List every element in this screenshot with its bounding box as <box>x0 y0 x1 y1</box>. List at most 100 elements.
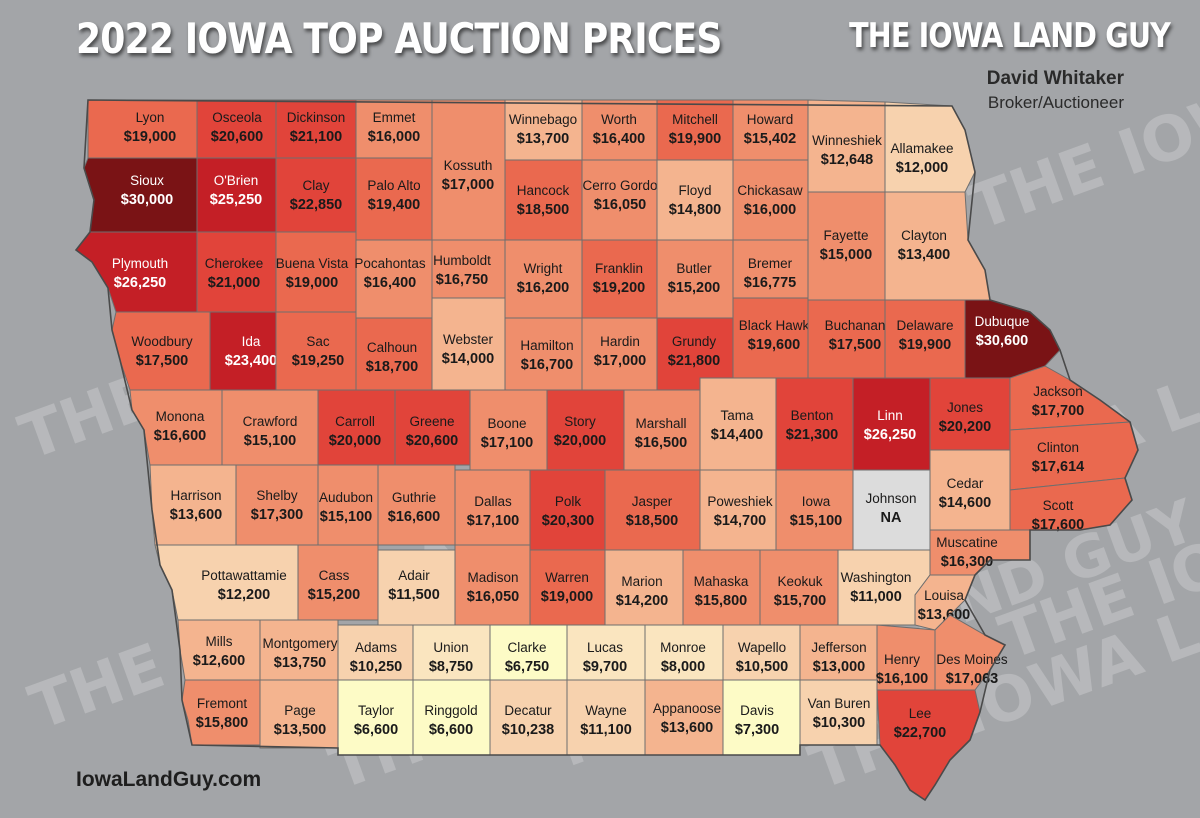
county-lee[interactable]: Lee $22,700 <box>876 689 981 801</box>
county-dubuque[interactable]: Dubuque $30,600 <box>964 299 1061 379</box>
county-bremer[interactable]: Bremer $16,775 <box>732 239 809 299</box>
county-iowa[interactable]: Iowa $15,100 <box>775 469 854 551</box>
county-floyd[interactable]: Floyd $14,800 <box>656 159 734 241</box>
county-pocahontas[interactable]: Pocahontas $16,400 <box>354 239 433 319</box>
county-winneshiek[interactable]: Winneshiek $12,648 <box>807 99 886 193</box>
county-boone[interactable]: Boone $17,100 <box>469 389 548 471</box>
county-cedar[interactable]: Cedar $14,600 <box>929 449 1011 531</box>
county-mitchell[interactable]: Mitchell $19,900 <box>656 99 734 161</box>
county-jones[interactable]: Jones $20,200 <box>929 377 1011 451</box>
county-clay[interactable]: Clay $22,850 <box>275 157 357 233</box>
county-greene[interactable]: Greene $20,600 <box>394 389 471 466</box>
county-osceola[interactable]: Osceola $20,600 <box>196 99 277 159</box>
county-poweshiek[interactable]: Poweshiek $14,700 <box>699 469 777 551</box>
county-taylor[interactable]: Taylor $6,600 <box>337 679 414 756</box>
county-warren[interactable]: Warren $19,000 <box>529 549 606 626</box>
county-polk[interactable]: Polk $20,300 <box>529 469 606 551</box>
county-dickinson[interactable]: Dickinson $21,100 <box>275 99 357 159</box>
county-adair[interactable]: Adair $11,500 <box>377 549 456 626</box>
county-adams[interactable]: Adams $10,250 <box>337 624 414 681</box>
county-kossuth[interactable]: Kossuth $17,000 <box>431 99 506 241</box>
county-webster[interactable]: Webster $14,000 <box>431 297 506 391</box>
county-grundy[interactable]: Grundy $21,800 <box>656 317 734 391</box>
county-guthrie[interactable]: Guthrie $16,600 <box>377 464 456 546</box>
county-cass[interactable]: Cass $15,200 <box>297 544 379 621</box>
county-clinton[interactable]: Clinton $17,614 <box>1009 421 1139 491</box>
county-delaware[interactable]: Delaware $19,900 <box>884 299 966 379</box>
county-hancock[interactable]: Hancock $18,500 <box>504 159 583 241</box>
county-pottawattamie[interactable]: Pottawattamie $12,200 <box>154 544 299 621</box>
county-tama[interactable]: Tama $14,400 <box>699 377 777 471</box>
county-franklin[interactable]: Franklin $19,200 <box>581 239 658 319</box>
county-crawford[interactable]: Crawford $15,100 <box>221 389 319 466</box>
county-appanoose[interactable]: Appanoose $13,600 <box>644 679 724 756</box>
county-monroe[interactable]: Monroe $8,000 <box>644 624 724 681</box>
county-allamakee[interactable]: Allamakee $12,000 <box>884 101 976 193</box>
county-cherokee[interactable]: Cherokee $21,000 <box>196 231 277 313</box>
county-emmet[interactable]: Emmet $16,000 <box>355 99 433 159</box>
county-audubon[interactable]: Audubon $15,100 <box>317 464 379 546</box>
county-humboldt[interactable]: Humboldt $16,750 <box>431 239 506 299</box>
county-ida[interactable]: Ida $23,400 <box>209 311 277 391</box>
county-story[interactable]: Story $20,000 <box>546 389 625 471</box>
county-carroll[interactable]: Carroll $20,000 <box>317 389 396 466</box>
county-jasper[interactable]: Jasper $18,500 <box>604 469 701 551</box>
county-hardin[interactable]: Hardin $17,000 <box>581 317 658 391</box>
county-woodbury[interactable]: Woodbury $17,500 <box>111 311 211 391</box>
county-benton[interactable]: Benton $21,300 <box>775 377 854 471</box>
county-decatur[interactable]: Decatur $10,238 <box>489 679 568 756</box>
county-cerro-gordo[interactable]: Cerro Gordo $16,050 <box>581 159 658 241</box>
county-wapello[interactable]: Wapello $10,500 <box>722 624 801 681</box>
county-van-buren[interactable]: Van Buren $10,300 <box>799 679 878 746</box>
county-buchanan[interactable]: Buchanan $17,500 <box>807 299 886 379</box>
county-palo-alto[interactable]: Palo Alto $19,400 <box>355 157 433 241</box>
county-marion[interactable]: Marion $14,200 <box>604 549 684 626</box>
county-keokuk[interactable]: Keokuk $15,700 <box>759 549 839 626</box>
county-marshall[interactable]: Marshall $16,500 <box>623 389 701 471</box>
county-name-label: Montgomery <box>262 636 337 651</box>
county-wayne[interactable]: Wayne $11,100 <box>566 679 646 756</box>
county-winnebago[interactable]: Winnebago $13,700 <box>504 99 583 161</box>
county-buena-vista[interactable]: Buena Vista $19,000 <box>275 231 357 313</box>
county-fremont[interactable]: Fremont $15,800 <box>181 679 261 746</box>
county-jefferson[interactable]: Jefferson $13,000 <box>799 624 878 681</box>
county-jackson[interactable]: Jackson $17,700 <box>1009 365 1132 431</box>
county-madison[interactable]: Madison $16,050 <box>454 544 531 626</box>
county-o-brien[interactable]: O'Brien $25,250 <box>196 157 277 233</box>
county-washington[interactable]: Washington $11,000 <box>837 549 931 626</box>
county-ringgold[interactable]: Ringgold $6,600 <box>412 679 491 756</box>
county-monona[interactable]: Monona $16,600 <box>129 389 223 466</box>
county-davis[interactable]: Davis $7,300 <box>722 679 801 756</box>
county-sac[interactable]: Sac $19,250 <box>275 311 357 391</box>
county-name-label: Dallas <box>474 494 512 509</box>
county-chickasaw[interactable]: Chickasaw $16,000 <box>732 159 809 241</box>
county-calhoun[interactable]: Calhoun $18,700 <box>355 317 433 391</box>
county-price-label: $19,600 <box>748 337 800 353</box>
county-henry[interactable]: Henry $16,100 <box>876 624 936 691</box>
county-lyon[interactable]: Lyon $19,000 <box>87 99 198 159</box>
county-johnson[interactable]: Johnson NA <box>852 469 931 551</box>
county-wright[interactable]: Wright $16,200 <box>504 239 583 319</box>
county-butler[interactable]: Butler $15,200 <box>656 239 734 319</box>
county-lucas[interactable]: Lucas $9,700 <box>566 624 646 681</box>
county-fayette[interactable]: Fayette $15,000 <box>807 191 886 301</box>
county-des-moines[interactable]: Des Moines $17,063 <box>934 614 1008 691</box>
county-montgomery[interactable]: Montgomery $13,750 <box>259 619 339 681</box>
county-plymouth[interactable]: Plymouth $26,250 <box>75 231 198 313</box>
county-mahaska[interactable]: Mahaska $15,800 <box>682 549 761 626</box>
county-page[interactable]: Page $13,500 <box>259 679 339 749</box>
county-hamilton[interactable]: Hamilton $16,700 <box>504 317 583 391</box>
county-union[interactable]: Union $8,750 <box>412 624 491 681</box>
county-mills[interactable]: Mills $12,600 <box>177 619 261 681</box>
county-worth[interactable]: Worth $16,400 <box>581 99 658 161</box>
county-sioux[interactable]: Sioux $30,000 <box>83 157 198 233</box>
county-clayton[interactable]: Clayton $13,400 <box>884 191 991 301</box>
website-link[interactable]: IowaLandGuy.com <box>76 768 262 791</box>
county-shelby[interactable]: Shelby $17,300 <box>235 464 319 546</box>
county-clarke[interactable]: Clarke $6,750 <box>489 624 568 681</box>
county-dallas[interactable]: Dallas $17,100 <box>454 469 531 546</box>
county-black-hawk[interactable]: Black Hawk $19,600 <box>732 297 810 379</box>
county-howard[interactable]: Howard $15,402 <box>732 99 809 161</box>
county-linn[interactable]: Linn $26,250 <box>852 377 931 471</box>
county-harrison[interactable]: Harrison $13,600 <box>149 464 237 546</box>
